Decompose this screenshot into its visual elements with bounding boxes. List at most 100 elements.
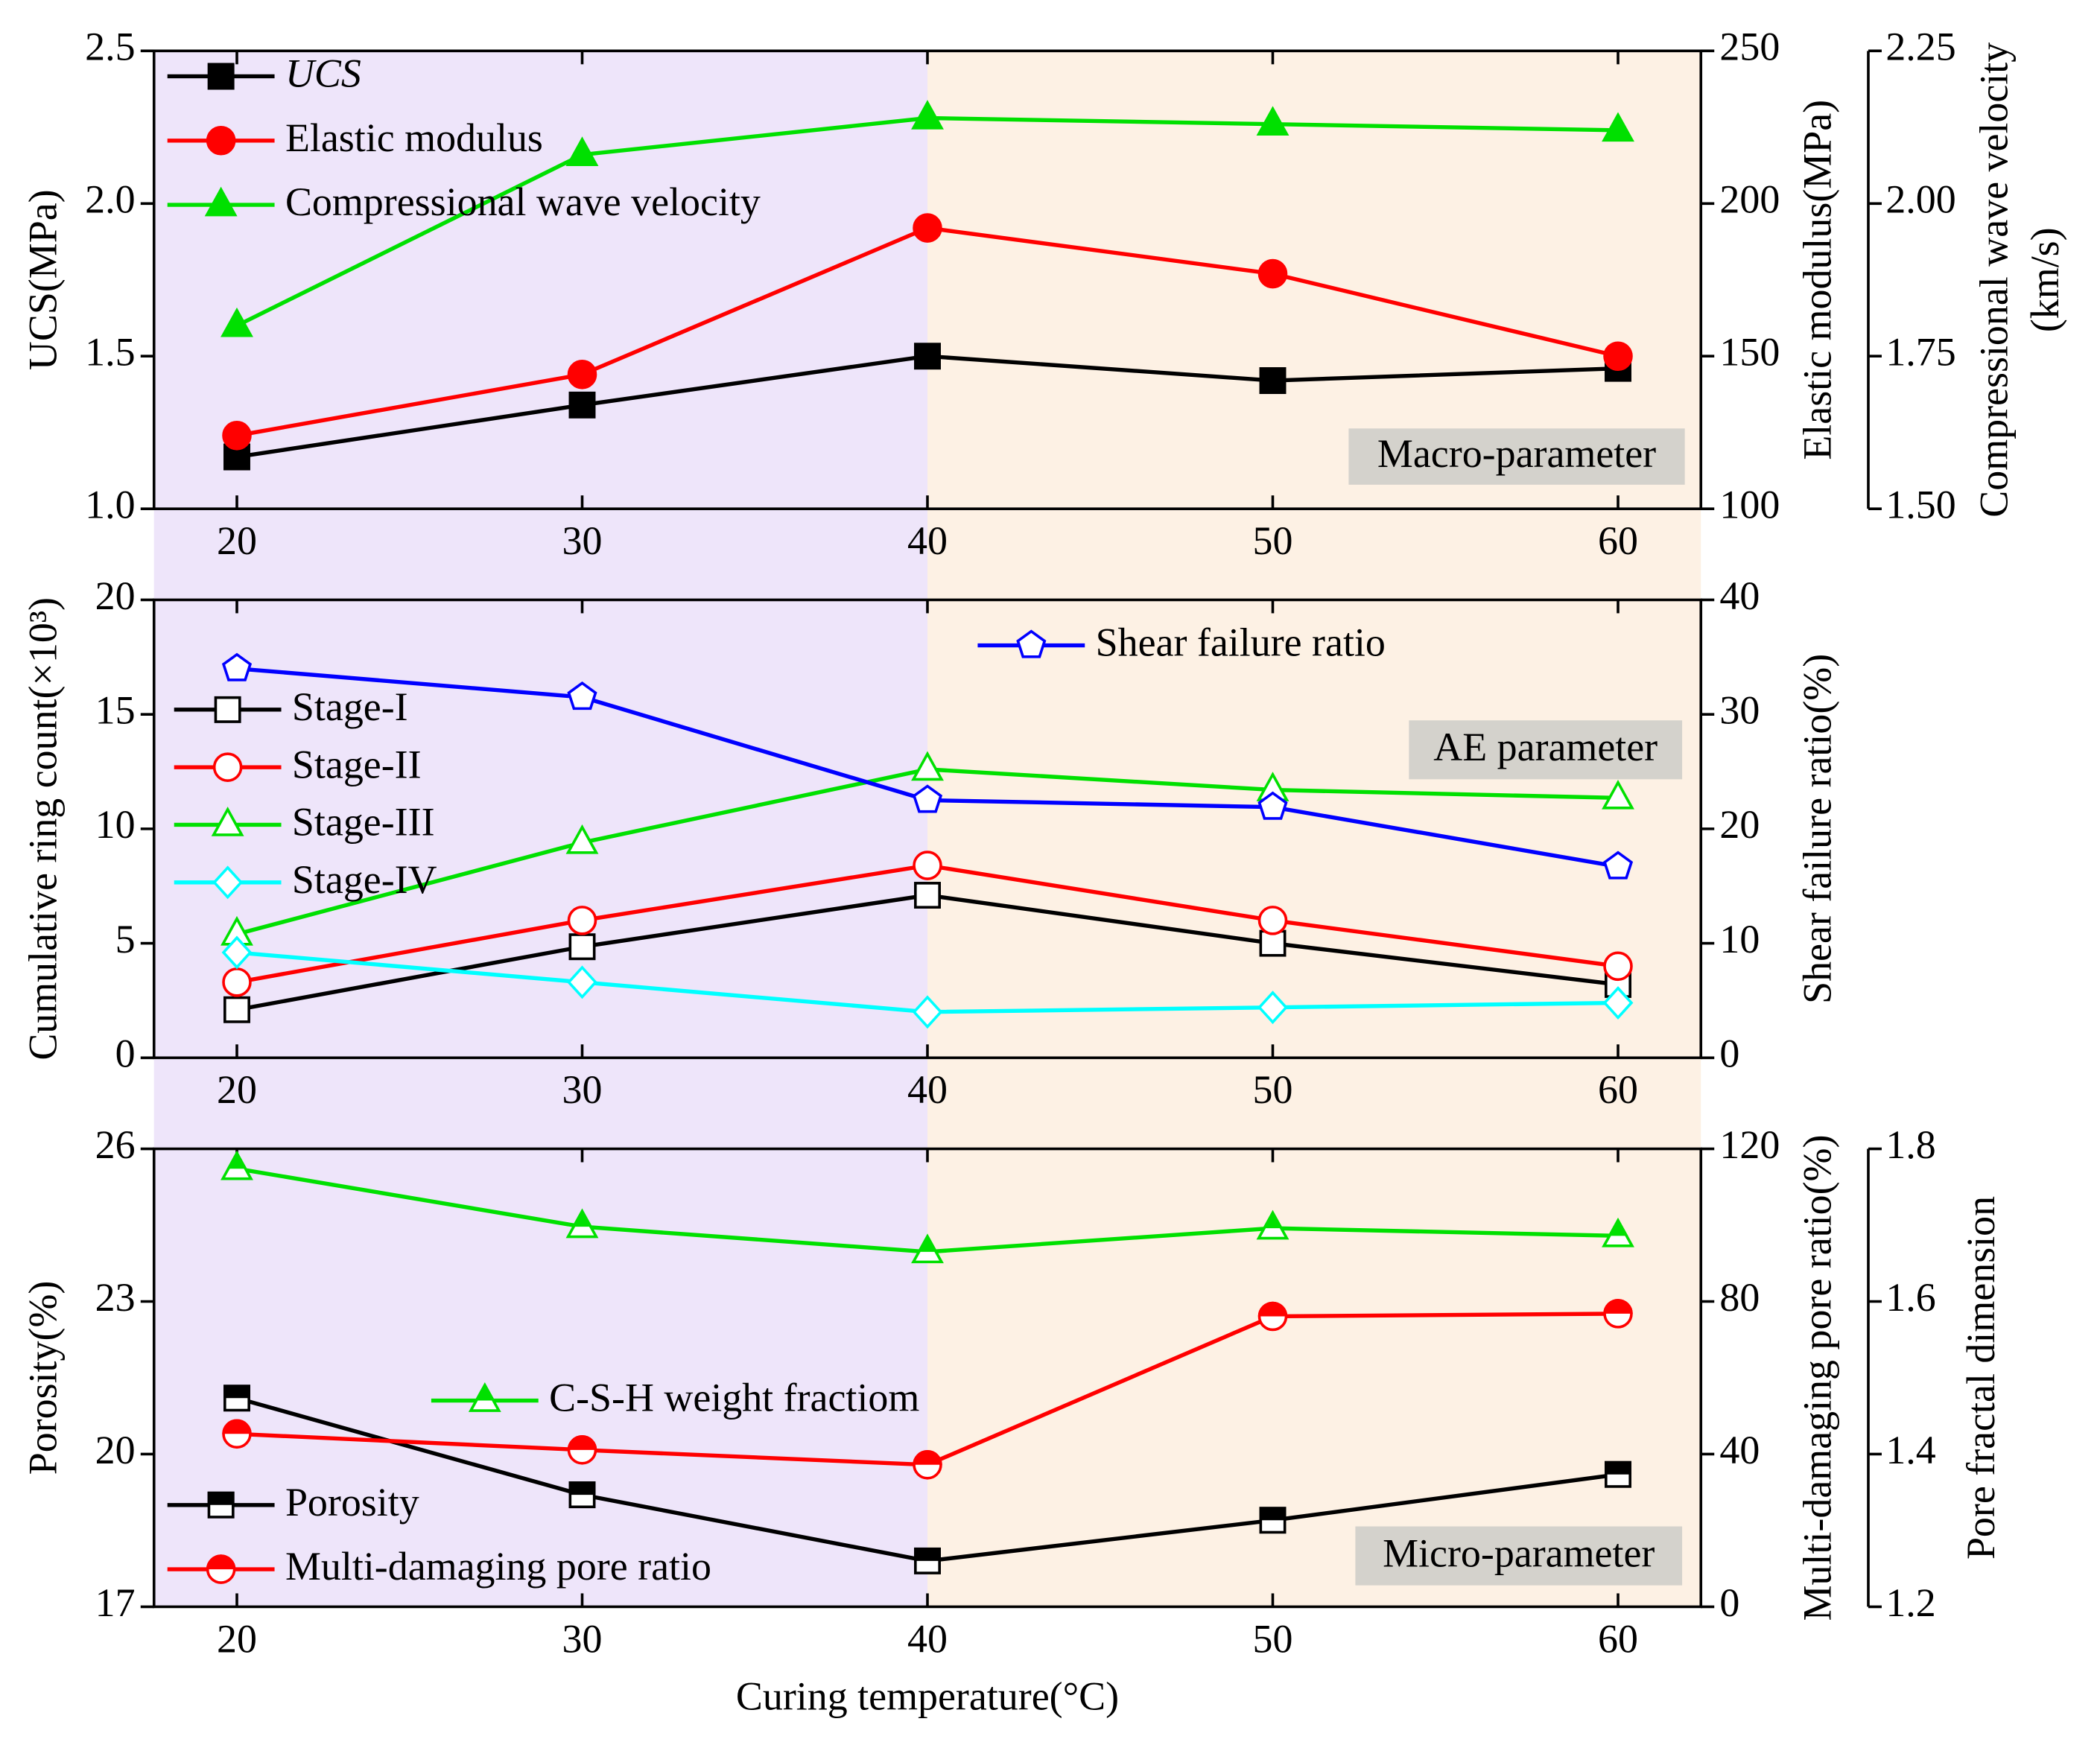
- x-tick-label: 50: [1253, 1616, 1293, 1661]
- marker-shape: [1603, 341, 1633, 372]
- marker: [1016, 629, 1047, 658]
- marker-shape: [567, 965, 597, 999]
- background-right: [927, 51, 1701, 600]
- marker: [911, 100, 944, 130]
- legend-label: C-S-H weight fractiom: [549, 1376, 919, 1420]
- marker: [913, 851, 942, 880]
- marker: [1257, 791, 1288, 820]
- x-tick-label: 30: [562, 1067, 603, 1112]
- marker: [1603, 1299, 1633, 1329]
- y2-axis-label: Shear failure ratio(%): [1795, 654, 1839, 1004]
- y-tick-label: 5: [115, 917, 136, 961]
- y2-tick-label: 30: [1719, 688, 1760, 733]
- y-tick-label: 1.5: [85, 330, 135, 375]
- marker-shape: [567, 1435, 597, 1450]
- marker: [567, 906, 597, 935]
- marker: [567, 360, 597, 390]
- marker-shape: [1602, 986, 1634, 1020]
- annotation-box: [1355, 1526, 1683, 1586]
- marker: [222, 421, 252, 451]
- marker-shape: [222, 1419, 252, 1434]
- marker-shape: [212, 752, 243, 782]
- marker: [914, 882, 941, 909]
- marker-shape: [914, 343, 941, 370]
- marker: [914, 343, 941, 370]
- legend-label: Multi-damaging pore ratio: [285, 1544, 711, 1589]
- marker: [206, 1554, 236, 1584]
- marker-shape: [1256, 106, 1289, 136]
- marker: [221, 307, 253, 337]
- marker-shape: [568, 933, 596, 961]
- marker-shape: [912, 784, 943, 813]
- marker-shape: [221, 652, 253, 681]
- marker-shape: [911, 100, 944, 130]
- marker-shape: [1602, 779, 1634, 810]
- y2-axis-label: Multi-damaging pore ratio(%): [1795, 1135, 1839, 1621]
- y2-axis-label: Elastic modulus(MPa): [1795, 100, 1839, 460]
- marker: [1603, 951, 1633, 982]
- marker-shape: [567, 906, 597, 935]
- marker: [221, 935, 253, 970]
- marker-shape: [221, 935, 253, 970]
- marker: [207, 63, 235, 90]
- marker-shape: [226, 1150, 247, 1169]
- y-tick-label: 1.0: [85, 483, 135, 527]
- marker: [1256, 1209, 1289, 1240]
- annotation-box: [1348, 428, 1685, 485]
- marker: [913, 213, 942, 243]
- marker-shape: [1257, 791, 1288, 820]
- marker: [565, 136, 599, 166]
- marker-shape: [568, 391, 596, 419]
- marker-shape: [222, 421, 252, 451]
- marker-shape: [1605, 1460, 1631, 1475]
- marker: [1602, 779, 1634, 810]
- marker: [221, 652, 253, 681]
- marker: [1256, 106, 1289, 136]
- marker-shape: [911, 751, 944, 781]
- marker: [911, 1233, 944, 1264]
- y2-tick-label: 250: [1719, 25, 1780, 69]
- marker-shape: [223, 996, 250, 1023]
- y-tick-label: 2.5: [85, 25, 135, 69]
- marker-shape: [214, 696, 241, 723]
- legend-label: Stage-IV: [292, 857, 437, 902]
- y-tick-label: 2.0: [85, 177, 135, 222]
- marker: [567, 1435, 597, 1465]
- y3-tick-label: 1.8: [1885, 1122, 1935, 1167]
- y2-tick-label: 40: [1719, 1428, 1760, 1472]
- marker-shape: [1263, 1209, 1283, 1229]
- marker-shape: [1257, 1301, 1288, 1317]
- y3-tick-label: 1.75: [1885, 330, 1955, 375]
- marker: [912, 784, 943, 813]
- marker: [1602, 986, 1634, 1020]
- x-tick-label: 40: [907, 518, 948, 563]
- marker-shape: [223, 1385, 250, 1399]
- legend-label: Stage-I: [292, 684, 408, 729]
- marker: [1602, 1217, 1634, 1247]
- marker: [1259, 367, 1287, 395]
- marker-shape: [207, 63, 235, 90]
- marker-shape: [1602, 851, 1634, 880]
- marker-shape: [914, 1547, 941, 1561]
- x-tick-label: 60: [1598, 1067, 1638, 1112]
- marker: [212, 752, 243, 782]
- marker-shape: [572, 1208, 592, 1227]
- marker: [214, 696, 241, 723]
- marker-shape: [913, 851, 942, 880]
- marker: [567, 681, 597, 711]
- marker-shape: [1259, 367, 1287, 395]
- y3-tick-label: 2.00: [1885, 177, 1955, 222]
- x-tick-label: 30: [562, 518, 603, 563]
- marker-shape: [475, 1382, 495, 1401]
- legend-label: UCS: [285, 51, 361, 96]
- marker-shape: [565, 136, 599, 166]
- x-tick-label: 20: [217, 1067, 257, 1112]
- legend-label: Stage-III: [292, 800, 435, 845]
- marker-shape: [211, 807, 244, 836]
- marker-shape: [567, 681, 597, 711]
- marker: [207, 1491, 235, 1519]
- background-left: [153, 600, 927, 1149]
- marker: [221, 1150, 253, 1180]
- y-tick-label: 23: [95, 1275, 136, 1320]
